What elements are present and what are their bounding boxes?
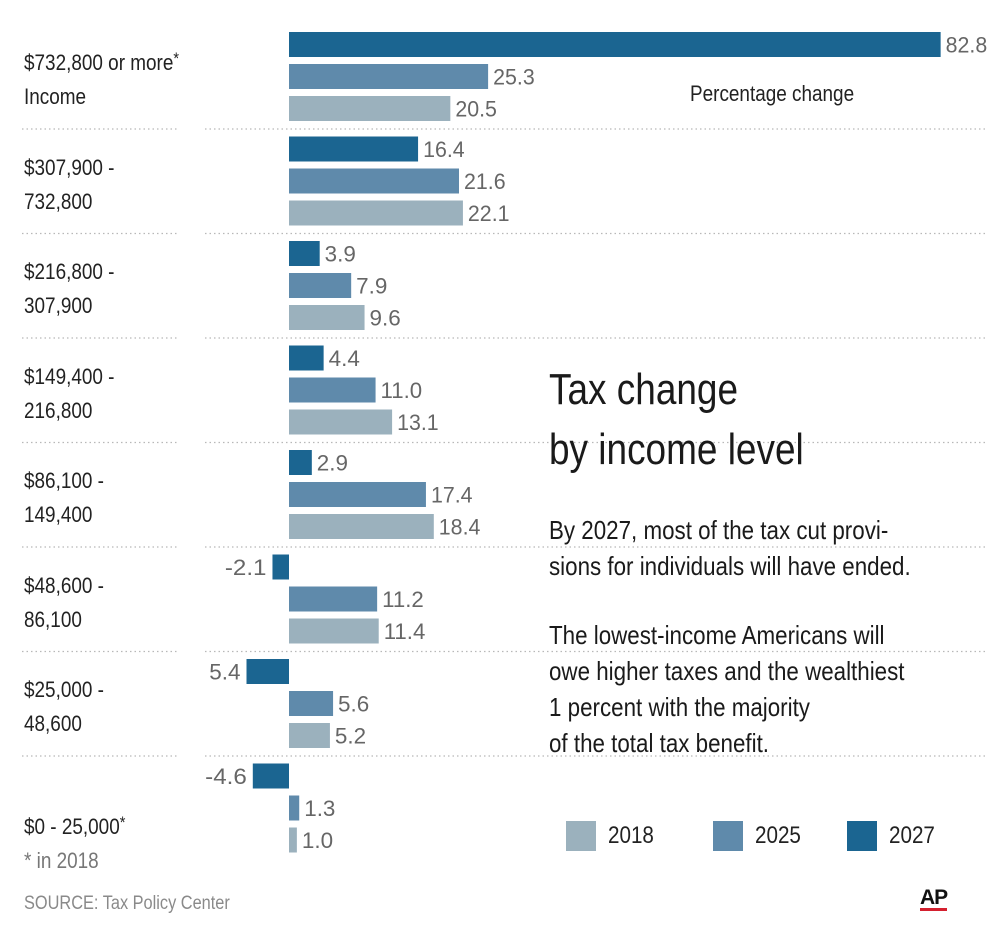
para2-line-3: 1 percent with the majority	[549, 692, 810, 722]
legend-label-2025: 2025	[755, 822, 801, 849]
category-label-3: $149,400 - 216,800	[24, 360, 114, 428]
bar-2018-group-4	[289, 514, 434, 539]
category-label-line: $216,800 -	[24, 259, 115, 284]
value-label-2027-group-2: 3.9	[325, 242, 356, 267]
value-label-2027-group-4: 2.9	[317, 451, 348, 476]
value-label-2025-group-1: 21.6	[464, 169, 506, 194]
category-label-line: 216,800	[24, 397, 93, 423]
bar-2025-group-4	[289, 482, 426, 507]
value-label-2025-group-2: 7.9	[356, 274, 387, 299]
category-label-1: $307,900 - 732,800	[24, 151, 114, 219]
asterisk-mark: *	[119, 812, 126, 832]
bar-2025-group-7	[289, 795, 300, 821]
bar-2025-group-2	[289, 273, 352, 298]
category-label-line: $732,800 or more*	[24, 49, 180, 75]
category-label-line: $149,400 -	[24, 363, 115, 389]
category-label-0: $732,800 or more* Income	[24, 46, 179, 114]
bar-2018-group-2	[289, 305, 365, 330]
legend-swatch-2025	[713, 821, 743, 851]
category-label-line: 149,400	[24, 502, 93, 527]
bar-2025-group-3	[289, 377, 376, 403]
bar-2027-group-2	[289, 241, 320, 266]
chart-title: Tax change by income level	[549, 360, 804, 480]
bar-2027-group-1	[289, 136, 419, 162]
description-paragraph-1: By 2027, most of the tax cut provi- sion…	[549, 512, 911, 584]
value-label-2018-group-1: 22.1	[468, 201, 510, 226]
bar-2018-group-6	[289, 723, 330, 748]
bar-2018-group-7	[289, 827, 297, 853]
bar-2025-group-6	[289, 691, 334, 716]
bar-2027-group-3	[289, 345, 324, 371]
axis-caption: Percentage change	[690, 81, 855, 106]
para2-line-2: owe higher taxes and the wealthiest	[549, 656, 905, 686]
category-label-4: $86,100 - 149,400	[24, 464, 104, 532]
bar-2027-group-0	[289, 32, 941, 57]
value-label-2027-group-6: 5.4	[209, 660, 240, 685]
title-line-2: by income level	[549, 425, 804, 474]
ap-logo: AP	[920, 886, 948, 911]
category-label-line: 48,600	[24, 711, 82, 736]
bar-2025-group-0	[289, 64, 489, 89]
value-label-2027-group-0: 82.8	[946, 33, 988, 58]
value-label-2018-group-7: 1.0	[302, 828, 333, 853]
category-label-line: 86,100	[24, 606, 82, 632]
value-label-2025-group-4: 17.4	[431, 483, 473, 508]
description-paragraph-2: The lowest-income Americans will owe hig…	[549, 617, 905, 761]
source-note: SOURCE: Tax Policy Center	[24, 893, 230, 914]
value-label-2018-group-5: 11.4	[384, 619, 426, 644]
bar-2018-group-5	[289, 618, 379, 644]
value-label-2025-group-0: 25.3	[493, 65, 535, 90]
value-label-2025-group-7: 1.3	[304, 796, 335, 821]
bar-2018-group-0	[289, 96, 451, 121]
category-label-line: $25,000 -	[24, 677, 104, 702]
category-label-line: $0 - 25,000*	[24, 812, 126, 839]
value-label-2018-group-6: 5.2	[335, 724, 366, 749]
asterisk-mark: *	[173, 49, 180, 68]
category-label-2: $216,800 - 307,900	[24, 255, 114, 323]
legend-label-2018: 2018	[608, 822, 654, 849]
bar-2018-group-3	[289, 409, 393, 435]
category-label-line: Income	[24, 84, 87, 109]
value-label-2027-group-1: 16.4	[423, 137, 465, 162]
legend-swatch-2018	[566, 821, 596, 851]
value-label-2025-group-5: 11.2	[382, 587, 424, 612]
legend-label-2027: 2027	[889, 822, 935, 849]
value-label-2027-group-5: -2.1	[225, 555, 267, 580]
category-label-line: $86,100 -	[24, 468, 104, 493]
para2-line-1: The lowest-income Americans will	[549, 620, 885, 650]
category-label-line: 732,800	[24, 188, 93, 214]
category-label-6: $25,000 - 48,600	[24, 673, 104, 741]
bar-2025-group-5	[289, 586, 378, 612]
legend-swatch-2027	[847, 821, 877, 851]
legend-item-2025: 2025	[713, 820, 808, 852]
para1-line-2: sions for individuals will have ended.	[549, 551, 911, 581]
logo-text: AP	[920, 886, 948, 909]
category-label-line: 307,900	[24, 293, 93, 318]
bar-2025-group-1	[289, 168, 459, 194]
legend-item-2027: 2027	[847, 820, 942, 852]
value-label-2027-group-7: -4.6	[205, 764, 247, 789]
bar-2018-group-1	[289, 200, 463, 226]
category-label-line: $307,900 -	[24, 154, 115, 180]
para2-line-4: of the total tax benefit.	[549, 728, 770, 758]
bar-2027-group-7	[252, 763, 289, 789]
category-label-7: $0 - 25,000* * in 2018	[24, 810, 125, 878]
title-line-1: Tax change	[549, 365, 739, 414]
category-label-line: $48,600 -	[24, 572, 104, 598]
legend-item-2018: 2018	[566, 820, 661, 852]
category-label-5: $48,600 - 86,100	[24, 569, 104, 637]
value-label-2025-group-3: 11.0	[381, 378, 423, 403]
category-footnote: * in 2018	[24, 847, 99, 873]
bar-2027-group-5	[272, 554, 289, 580]
value-label-2027-group-3: 4.4	[329, 346, 360, 371]
value-label-2018-group-4: 18.4	[439, 515, 481, 540]
bar-2027-group-4	[289, 450, 312, 475]
value-label-2018-group-0: 20.5	[455, 97, 497, 122]
value-label-2025-group-6: 5.6	[338, 692, 369, 717]
para1-line-1: By 2027, most of the tax cut provi-	[549, 515, 889, 545]
value-label-2018-group-3: 13.1	[397, 410, 439, 435]
bar-2027-group-6	[246, 659, 289, 684]
value-label-2018-group-2: 9.6	[370, 306, 401, 331]
